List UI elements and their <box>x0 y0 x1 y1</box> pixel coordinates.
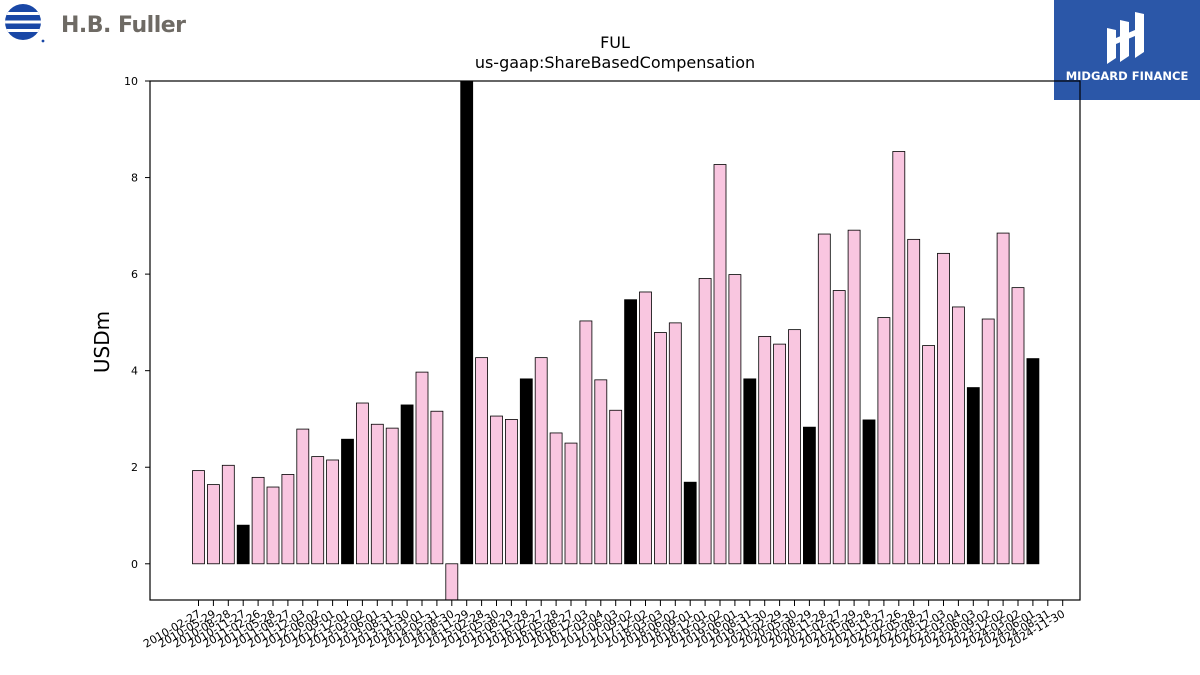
y-axis-label: USDm <box>90 311 114 373</box>
bar <box>639 291 652 565</box>
bar <box>475 357 489 565</box>
bar <box>445 563 459 601</box>
bar <box>296 428 310 565</box>
y-tick-label: 8 <box>131 172 138 185</box>
bar <box>192 470 205 565</box>
bar <box>341 438 354 565</box>
bar <box>549 432 563 565</box>
midgard-mark-icon <box>1107 12 1144 64</box>
bar <box>981 318 995 565</box>
y-tick-label: 6 <box>131 268 138 281</box>
bar <box>654 332 667 565</box>
y-tick-label: 10 <box>124 75 138 88</box>
bar <box>609 409 623 565</box>
bar <box>519 378 533 565</box>
y-tick-label: 4 <box>131 365 138 378</box>
y-tick-label: 0 <box>131 558 138 571</box>
bar <box>490 415 503 565</box>
y-tick-label: 2 <box>131 461 138 474</box>
bar <box>266 486 280 565</box>
bar <box>624 299 637 565</box>
bar <box>832 290 846 565</box>
bar <box>564 442 578 565</box>
bar <box>698 278 712 565</box>
bar <box>370 423 384 565</box>
bar <box>817 233 831 565</box>
bar <box>251 476 265 565</box>
bar <box>430 410 444 565</box>
bar <box>803 426 816 565</box>
company-logo-text: H.B. Fuller <box>61 13 186 38</box>
midgard-finance-logo: MIDGARD FINANCE <box>1054 0 1200 100</box>
bar <box>847 229 861 565</box>
bar <box>236 524 250 565</box>
bar <box>400 404 414 565</box>
bar <box>728 274 742 565</box>
bar <box>460 80 474 565</box>
bar <box>907 238 921 565</box>
bar <box>862 419 876 565</box>
bar <box>877 317 891 565</box>
bar <box>788 329 801 565</box>
bar <box>713 164 727 565</box>
bar <box>773 343 786 565</box>
bar <box>937 252 950 565</box>
bar <box>221 464 235 565</box>
bar <box>206 484 220 565</box>
plot-area: 02468102010-02-272010-05-292010-08-28201… <box>124 75 1081 651</box>
bar <box>952 306 965 565</box>
bar <box>966 387 980 565</box>
bar <box>504 419 518 565</box>
bar <box>594 379 608 565</box>
bar <box>758 335 772 565</box>
bar <box>281 474 295 565</box>
bar <box>892 151 906 565</box>
bar <box>579 320 593 565</box>
bar <box>385 427 399 565</box>
chart-title: FUL <box>600 33 630 52</box>
hb-fuller-mark-icon <box>5 4 45 43</box>
bar <box>326 459 340 565</box>
chart-subtitle: us-gaap:ShareBasedCompensation <box>475 53 755 72</box>
bar <box>1011 287 1025 565</box>
bar <box>534 357 548 565</box>
bar <box>996 232 1010 565</box>
bar <box>922 345 935 565</box>
bar <box>743 378 757 565</box>
hb-fuller-logo: H.B. Fuller <box>5 4 186 44</box>
bar <box>668 322 682 565</box>
bar <box>415 371 429 565</box>
plot-frame <box>149 80 1081 601</box>
bar <box>683 481 697 565</box>
brand-name: MIDGARD FINANCE <box>1065 69 1189 83</box>
bar <box>355 402 369 565</box>
bar <box>1026 358 1040 565</box>
bar <box>311 456 325 565</box>
